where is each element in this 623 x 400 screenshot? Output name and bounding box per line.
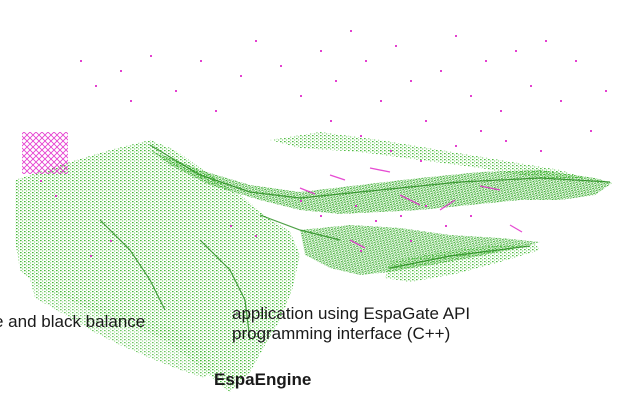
ridge-lines <box>99 144 611 341</box>
magenta-block <box>22 132 68 174</box>
label-white-black-balance: e and black balance <box>0 312 146 331</box>
surface-region-band <box>385 244 540 282</box>
label-application-line-2: programming interface (C++) <box>232 324 451 343</box>
surface-region-lower-right <box>300 225 540 275</box>
surface-region-main <box>15 140 300 392</box>
surface-region-fringe <box>30 280 215 378</box>
label-application-line-1: application using EspaGate API <box>232 304 471 323</box>
label-espaengine: EspaEngine <box>214 370 312 389</box>
surface-region-upper <box>270 132 585 178</box>
magenta-streaks <box>299 167 523 249</box>
surface-region-ridge <box>150 150 612 214</box>
magenta-points <box>40 30 607 257</box>
